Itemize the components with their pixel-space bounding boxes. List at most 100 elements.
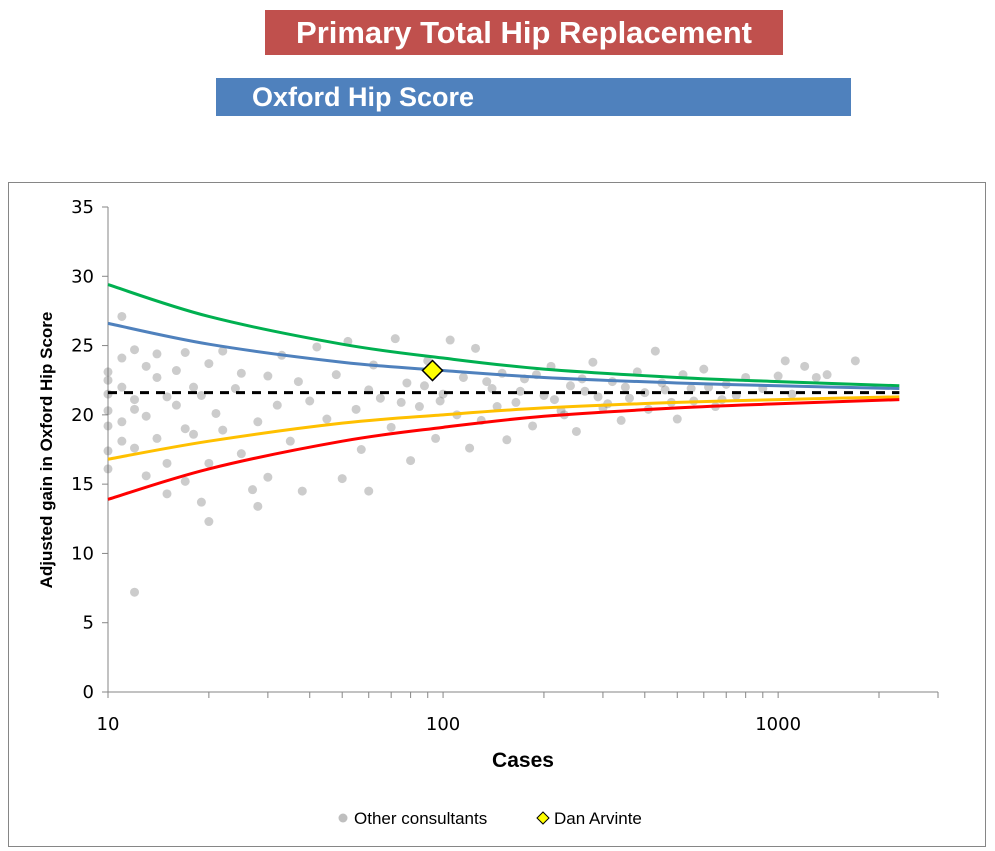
data-point bbox=[406, 456, 416, 466]
data-point bbox=[419, 381, 429, 391]
data-point bbox=[528, 421, 538, 431]
data-point bbox=[218, 425, 228, 435]
data-point bbox=[171, 400, 181, 410]
funnel-limit-lower-95 bbox=[107, 395, 900, 461]
data-point bbox=[588, 357, 598, 367]
data-point bbox=[386, 422, 396, 432]
data-point bbox=[402, 378, 412, 388]
data-point bbox=[571, 426, 581, 436]
data-point bbox=[152, 349, 162, 359]
data-point bbox=[811, 372, 821, 382]
data-point bbox=[189, 429, 199, 439]
data-point bbox=[297, 486, 307, 496]
data-point bbox=[773, 371, 783, 381]
y-tick-label: 5 bbox=[83, 613, 94, 634]
data-point bbox=[218, 346, 228, 356]
data-point bbox=[800, 361, 810, 371]
data-point bbox=[780, 356, 790, 366]
y-tick-label: 20 bbox=[71, 405, 94, 426]
data-point bbox=[117, 311, 127, 321]
data-point bbox=[204, 517, 214, 527]
legend-circle-icon bbox=[338, 813, 348, 823]
data-point bbox=[141, 361, 151, 371]
data-point bbox=[565, 381, 575, 391]
title-banner: Primary Total Hip Replacement bbox=[265, 10, 783, 55]
data-point bbox=[189, 382, 199, 392]
data-point bbox=[117, 436, 127, 446]
legend-diamond-icon bbox=[536, 811, 550, 825]
data-point bbox=[458, 372, 468, 382]
data-point bbox=[487, 384, 497, 394]
data-point bbox=[141, 471, 151, 481]
data-point bbox=[364, 486, 374, 496]
data-point bbox=[162, 392, 172, 402]
y-tick-label: 25 bbox=[71, 336, 94, 357]
data-point bbox=[672, 414, 682, 424]
data-point bbox=[180, 348, 190, 357]
data-point bbox=[117, 353, 127, 363]
data-point bbox=[103, 375, 113, 385]
data-point bbox=[471, 343, 481, 353]
data-point bbox=[686, 384, 696, 394]
data-point bbox=[130, 345, 140, 355]
data-point bbox=[162, 458, 172, 468]
legend-label-other: Other consultants bbox=[354, 809, 487, 828]
data-point bbox=[375, 393, 385, 403]
data-point bbox=[196, 390, 206, 400]
data-point bbox=[620, 382, 630, 392]
chart-frame bbox=[8, 182, 986, 847]
data-point bbox=[337, 474, 347, 484]
legend: Other consultants Dan Arvinte bbox=[338, 809, 642, 828]
data-point bbox=[103, 446, 113, 456]
data-point bbox=[351, 404, 361, 414]
data-point bbox=[312, 342, 322, 352]
data-point bbox=[293, 377, 303, 387]
data-point bbox=[141, 411, 151, 421]
subtitle-banner: Oxford Hip Score bbox=[216, 78, 851, 116]
data-point bbox=[253, 417, 263, 427]
data-point bbox=[396, 397, 406, 407]
data-point bbox=[356, 445, 366, 454]
data-point bbox=[305, 396, 315, 406]
data-point bbox=[263, 472, 273, 482]
x-tick-label: 1000 bbox=[755, 714, 801, 735]
data-point bbox=[103, 464, 113, 474]
data-point bbox=[117, 417, 127, 427]
data-point bbox=[272, 400, 282, 410]
y-axis-label: Adjusted gain in Oxford Hip Score bbox=[37, 312, 56, 589]
data-point bbox=[171, 366, 181, 376]
data-point bbox=[130, 404, 140, 414]
data-point bbox=[263, 371, 273, 381]
data-point bbox=[435, 396, 445, 406]
funnel-limit-upper-998 bbox=[107, 283, 900, 388]
data-point bbox=[152, 433, 162, 443]
data-point bbox=[502, 435, 512, 445]
data-point bbox=[616, 415, 626, 425]
data-point bbox=[180, 476, 190, 486]
data-point bbox=[103, 406, 113, 416]
data-point bbox=[322, 414, 332, 424]
chart-subtitle: Oxford Hip Score bbox=[252, 81, 475, 112]
x-tick-label: 100 bbox=[426, 714, 460, 735]
data-point bbox=[660, 385, 670, 395]
data-point bbox=[103, 367, 113, 377]
data-point bbox=[492, 402, 502, 412]
data-point bbox=[236, 449, 246, 459]
data-point bbox=[130, 587, 140, 597]
legend-label-highlight: Dan Arvinte bbox=[554, 809, 642, 828]
data-point bbox=[431, 433, 441, 443]
x-axis-label: Cases bbox=[492, 749, 554, 772]
x-tick-label: 10 bbox=[97, 714, 120, 735]
data-point bbox=[822, 370, 832, 380]
data-point bbox=[850, 356, 860, 366]
data-point bbox=[180, 424, 190, 434]
data-point bbox=[117, 382, 127, 392]
data-point bbox=[211, 408, 221, 418]
data-point bbox=[624, 393, 634, 403]
chart-title: Primary Total Hip Replacement bbox=[296, 14, 752, 50]
data-point bbox=[650, 346, 660, 356]
data-point bbox=[196, 497, 206, 507]
y-tick-label: 10 bbox=[71, 543, 94, 564]
y-tick-label: 0 bbox=[83, 682, 94, 703]
